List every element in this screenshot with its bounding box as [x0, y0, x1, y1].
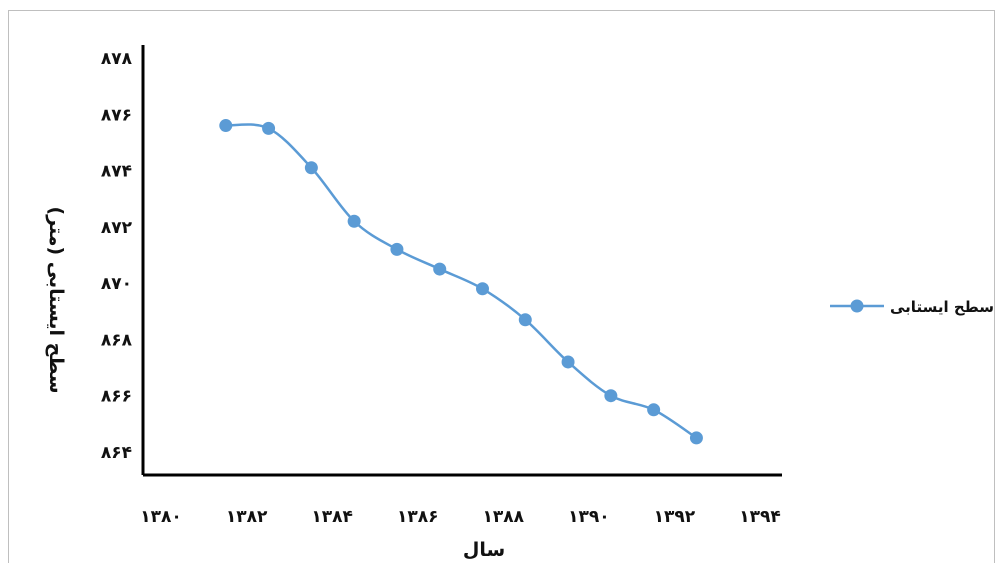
x-tick-label: ۱۳۹۲ — [654, 507, 696, 527]
data-point — [604, 389, 618, 403]
y-tick-label: ۸۷۰ — [101, 274, 132, 294]
data-point — [476, 282, 489, 296]
data-point — [262, 121, 276, 135]
y-tick-label: ۸۷۸ — [101, 49, 133, 69]
y-tick-label: ۸۶۶ — [101, 387, 132, 407]
data-point — [390, 242, 404, 256]
data-point — [347, 214, 361, 228]
data-point — [647, 403, 661, 417]
x-tick-label: ۱۳۹۴ — [739, 507, 781, 527]
y-tick-label: ۸۶۸ — [101, 330, 133, 350]
data-point — [433, 262, 447, 276]
chart-frame — [8, 10, 995, 563]
data-point — [518, 313, 532, 327]
data-point — [689, 431, 703, 445]
x-tick-label: ۱۳۸۴ — [311, 507, 353, 527]
axes — [141, 45, 782, 477]
data-point — [304, 161, 318, 175]
x-tick-labels: ۱۳۸۰ ۱۳۸۲ ۱۳۸۴ ۱۳۸۶ ۱۳۸۸ ۱۳۹۰ ۱۳۹۲ ۱۳۹۴ — [140, 507, 781, 527]
data-point — [561, 355, 575, 369]
x-tick-label: ۱۳۸۸ — [483, 507, 525, 527]
x-tick-label: ۱۳۹۰ — [568, 507, 610, 527]
x-tick-label: ۱۳۸۲ — [226, 507, 268, 527]
legend-label: سطح ایستابی — [890, 298, 994, 316]
data-points — [219, 119, 703, 445]
y-tick-labels: ۸۶۴ ۸۶۶ ۸۶۸ ۸۷۰ ۸۷۲ ۸۷۴ ۸۷۶ ۸۷۸ — [101, 49, 133, 463]
x-tick-label: ۱۳۸۶ — [397, 507, 439, 527]
x-tick-label: ۱۳۸۰ — [140, 507, 182, 527]
y-tick-label: ۸۷۴ — [101, 162, 132, 182]
data-point — [219, 119, 233, 133]
x-axis-label: سال — [463, 539, 505, 561]
series-line — [225, 123, 698, 439]
y-axis-label: سطح ایستابی (متر) — [45, 206, 67, 393]
y-tick-label: ۸۷۶ — [101, 105, 132, 125]
y-tick-label: ۸۶۴ — [101, 443, 132, 463]
y-tick-label: ۸۷۲ — [101, 218, 133, 238]
legend-marker — [850, 299, 864, 313]
legend: سطح ایستابی — [830, 298, 994, 316]
